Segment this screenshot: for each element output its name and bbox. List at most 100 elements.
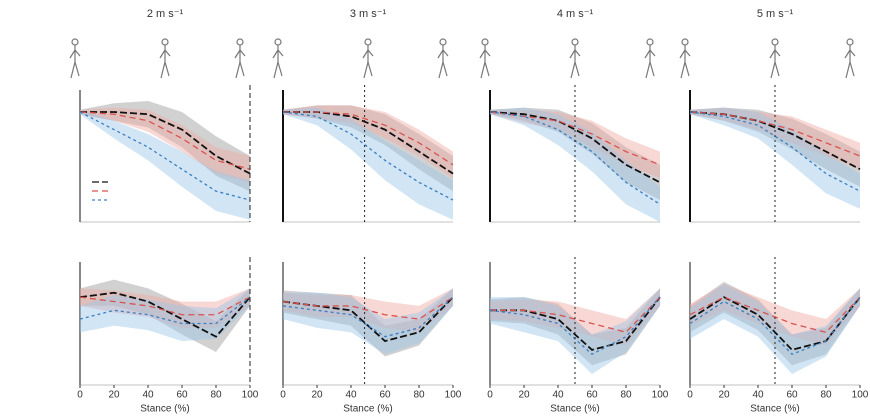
icon-head: [481, 38, 489, 46]
runner-icon: [569, 38, 581, 79]
x-tick-label: 0: [77, 390, 83, 401]
series-line: [79, 291, 251, 338]
icon-head: [274, 38, 282, 46]
series-line: [80, 111, 251, 175]
icon-head: [439, 38, 447, 46]
series-line: [283, 111, 454, 175]
icon-head: [161, 38, 169, 46]
band: [490, 288, 660, 375]
band: [80, 288, 250, 328]
x-tick-label: 0: [687, 390, 693, 401]
band: [490, 288, 660, 366]
series-line: [490, 296, 661, 351]
x-tick-label: 80: [210, 390, 222, 401]
band: [80, 288, 250, 342]
runner-icon: [437, 38, 449, 79]
band: [80, 109, 250, 220]
x-tick-label: 60: [176, 390, 188, 401]
icon-body: [769, 45, 781, 79]
band: [690, 283, 860, 346]
icon-body: [69, 45, 81, 79]
x-tick-label: 20: [108, 390, 120, 401]
icon-head: [646, 38, 654, 46]
band: [80, 107, 250, 183]
series-line: [282, 111, 454, 201]
x-tick-label: 100: [445, 390, 462, 401]
runner-icon: [679, 38, 691, 79]
x-tick-label: 60: [379, 390, 391, 401]
series-line: [689, 296, 861, 334]
panel-title: 4 m s⁻¹: [557, 8, 594, 20]
x-tick-label: 60: [786, 390, 798, 401]
x-tick-label: 40: [345, 390, 357, 401]
runner-icon: [769, 38, 781, 79]
icon-body: [234, 45, 246, 79]
panel-title: 5 m s⁻¹: [757, 8, 794, 20]
band: [283, 288, 453, 355]
x-tick-label: 100: [242, 390, 259, 401]
icon-body: [479, 45, 491, 79]
icon-head: [571, 38, 579, 46]
runner-icon: [69, 38, 81, 79]
series-line: [490, 296, 661, 334]
x-tick-label: 100: [652, 390, 669, 401]
x-tick-label: 60: [586, 390, 598, 401]
band: [690, 107, 860, 187]
x-axis-label: Stance (%): [550, 404, 599, 415]
panel-title: 2 m s⁻¹: [147, 8, 184, 20]
icon-body: [362, 45, 374, 79]
x-tick-label: 40: [752, 390, 764, 401]
x-tick-label: 20: [518, 390, 530, 401]
icon-body: [272, 45, 284, 79]
series-line: [489, 111, 661, 184]
series-line: [79, 111, 251, 201]
series-line: [79, 296, 251, 325]
icon-head: [771, 38, 779, 46]
band: [490, 288, 660, 346]
icon-head: [364, 38, 372, 46]
icon-head: [681, 38, 689, 46]
band: [490, 107, 660, 222]
x-tick-label: 100: [852, 390, 869, 401]
runner-icon: [234, 38, 246, 79]
icon-body: [644, 45, 656, 79]
x-tick-label: 40: [142, 390, 154, 401]
icon-head: [846, 38, 854, 46]
runner-icon: [362, 38, 374, 79]
series-line: [282, 296, 454, 320]
runner-icon: [844, 38, 856, 79]
band: [490, 109, 660, 178]
panel-title: 3 m s⁻¹: [350, 8, 387, 20]
icon-body: [569, 45, 581, 79]
x-tick-label: 0: [280, 390, 286, 401]
band: [283, 107, 453, 220]
x-tick-label: 80: [820, 390, 832, 401]
runner-icon: [479, 38, 491, 79]
x-axis-label: Stance (%): [750, 404, 799, 415]
series-line: [79, 296, 251, 316]
runner-icon: [272, 38, 284, 79]
series-line: [282, 296, 454, 343]
icon-body: [159, 45, 171, 79]
series-line: [283, 111, 454, 166]
x-tick-label: 20: [718, 390, 730, 401]
band: [690, 107, 860, 170]
x-tick-label: 20: [311, 390, 323, 401]
x-tick-label: 40: [552, 390, 564, 401]
icon-head: [71, 38, 79, 46]
icon-body: [679, 45, 691, 79]
runner-icon: [644, 38, 656, 79]
series-line: [689, 296, 861, 356]
x-tick-label: 0: [487, 390, 493, 401]
series-line: [282, 296, 454, 338]
icon-body: [437, 45, 449, 79]
series-line: [689, 111, 861, 170]
band: [690, 107, 860, 209]
x-tick-label: 80: [413, 390, 425, 401]
x-axis-label: Stance (%): [343, 404, 392, 415]
x-tick-label: 80: [620, 390, 632, 401]
x-axis-label: Stance (%): [140, 404, 189, 415]
runner-icon: [159, 38, 171, 79]
series-line: [79, 111, 251, 170]
band: [80, 279, 250, 353]
